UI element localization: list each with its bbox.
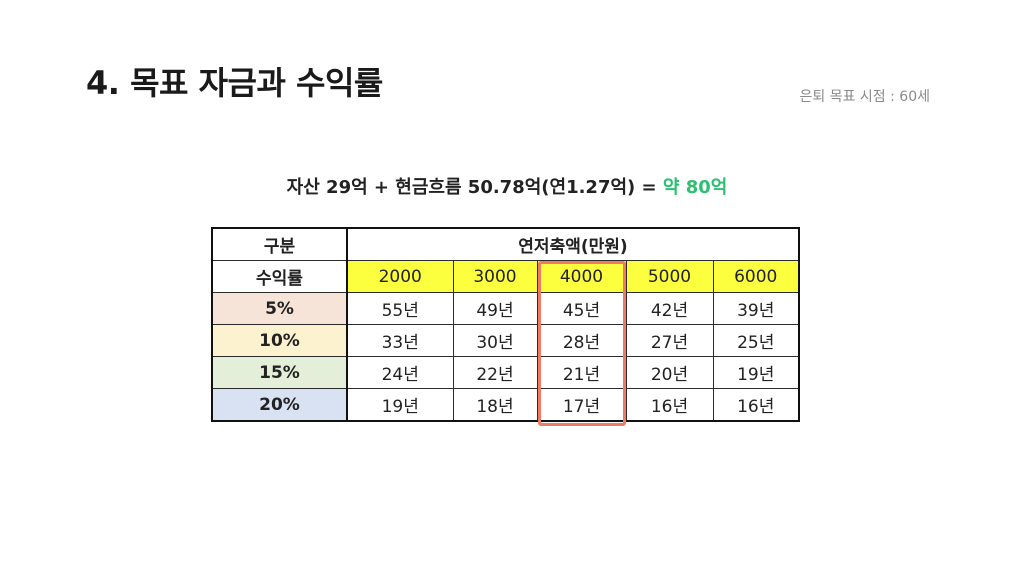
rate-cell: 5%	[211, 292, 348, 325]
savings-column-header: 2000	[346, 260, 454, 293]
table-header-row: 구분 연저축액(만원)	[211, 227, 800, 261]
page-title: 4. 목표 자금과 수익률	[86, 64, 383, 102]
savings-column-header: 5000	[625, 260, 714, 293]
years-cell: 33년	[346, 324, 454, 357]
rate-cell: 10%	[211, 324, 348, 357]
formula-result: 약 80억	[662, 177, 728, 198]
years-cell: 19년	[712, 356, 800, 389]
table-row: 5% 55년 49년 45년 42년 39년	[211, 292, 800, 325]
savings-column-header: 4000	[536, 260, 627, 293]
years-cell: 16년	[625, 388, 714, 422]
years-cell: 49년	[452, 292, 538, 325]
years-cell: 25년	[712, 324, 800, 357]
years-cell: 19년	[346, 388, 454, 422]
years-cell: 39년	[712, 292, 800, 325]
savings-years-table: 구분 연저축액(만원) 수익률 2000 3000 4000 5000 6000…	[211, 227, 800, 422]
retirement-target-note: 은퇴 목표 시점 : 60세	[799, 89, 931, 105]
years-cell: 22년	[452, 356, 538, 389]
asset-formula: 자산 29억 + 현금흐름 50.78억(연1.27억) = 약 80억	[0, 173, 1014, 199]
years-cell: 42년	[625, 292, 714, 325]
header-savings-group: 연저축액(만원)	[346, 227, 800, 261]
years-cell: 18년	[452, 388, 538, 422]
table-row: 10% 33년 30년 28년 27년 25년	[211, 324, 800, 357]
years-cell: 45년	[536, 292, 627, 325]
years-cell: 27년	[625, 324, 714, 357]
years-cell: 28년	[536, 324, 627, 357]
savings-column-header: 3000	[452, 260, 538, 293]
header-rate: 수익률	[211, 260, 348, 293]
years-cell: 17년	[536, 388, 627, 422]
years-cell: 21년	[536, 356, 627, 389]
years-cell: 16년	[712, 388, 800, 422]
savings-column-header: 6000	[712, 260, 800, 293]
years-cell: 30년	[452, 324, 538, 357]
rate-cell: 15%	[211, 356, 348, 389]
table-row: 15% 24년 22년 21년 20년 19년	[211, 356, 800, 389]
header-category: 구분	[211, 227, 348, 261]
table-row: 20% 19년 18년 17년 16년 16년	[211, 388, 800, 422]
years-cell: 20년	[625, 356, 714, 389]
formula-text: 자산 29억 + 현금흐름 50.78억(연1.27억) =	[286, 177, 663, 198]
savings-years-table-wrapper: 구분 연저축액(만원) 수익률 2000 3000 4000 5000 6000…	[211, 227, 800, 422]
years-cell: 55년	[346, 292, 454, 325]
years-cell: 24년	[346, 356, 454, 389]
rate-cell: 20%	[211, 388, 348, 422]
table-subheader-row: 수익률 2000 3000 4000 5000 6000	[211, 260, 800, 293]
